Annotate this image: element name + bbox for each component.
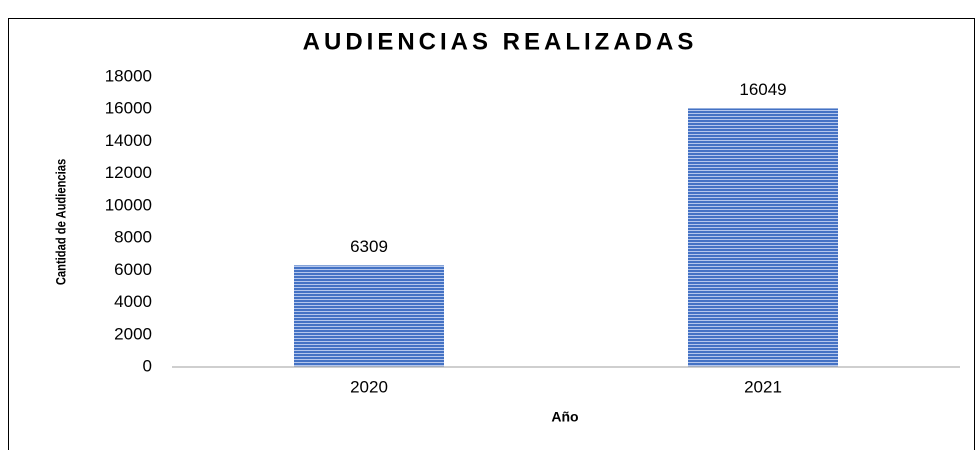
y-tick-label: 6000 [114,260,152,279]
y-tick-label: 16000 [105,99,152,118]
x-tick-label: 2020 [350,377,388,396]
y-axis-title: Cantidad de Audiencias [54,159,69,285]
y-tick-label: 14000 [105,131,152,150]
x-tick-label: 2021 [744,377,782,396]
y-tick-label: 8000 [114,228,152,247]
bar [688,108,838,368]
y-tick-label: 0 [143,356,152,375]
y-tick-label: 4000 [114,292,152,311]
x-axis-title: Año [551,409,578,425]
data-label: 6309 [350,237,388,256]
y-tick-label: 12000 [105,163,152,182]
y-tick-label: 2000 [114,324,152,343]
bar [294,265,444,367]
y-tick-label: 10000 [105,195,152,214]
chart-frame [8,18,975,450]
chart-title: AUDIENCIAS REALIZADAS [303,28,698,55]
y-tick-label: 18000 [105,66,152,85]
data-label: 16049 [739,80,786,99]
